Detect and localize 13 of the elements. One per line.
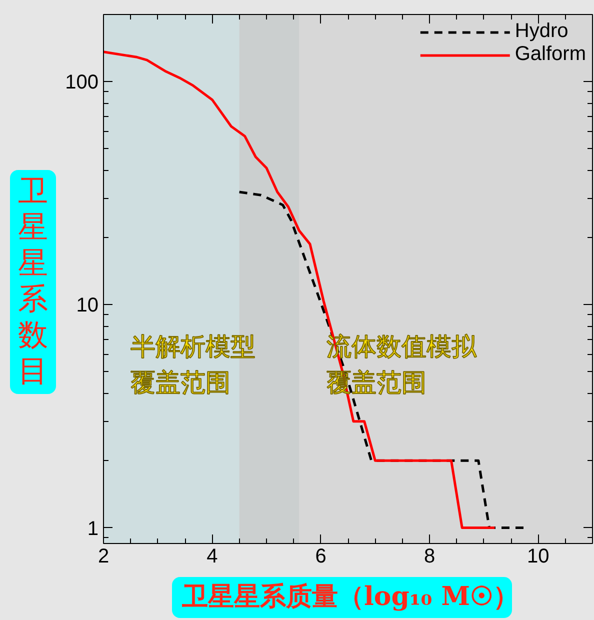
x-tick-label: 10 bbox=[527, 546, 550, 568]
band-label: 半解析模型覆盖范围 bbox=[130, 332, 256, 398]
x-tick-label: 8 bbox=[424, 546, 436, 568]
y-tick-label: 10 bbox=[76, 294, 99, 317]
x-tick-label: 4 bbox=[206, 546, 218, 568]
legend-label: Galform bbox=[514, 43, 586, 66]
x-tick-label: 6 bbox=[315, 546, 326, 568]
x-tick-label: 2 bbox=[98, 546, 110, 568]
y-tick-label: 100 bbox=[65, 72, 99, 94]
x-axis-title: 卫星星系质量（log₁₀ M☉） bbox=[181, 581, 520, 614]
y-tick-label: 1 bbox=[87, 518, 98, 540]
legend-label: Hydro bbox=[514, 20, 568, 43]
y-axis-title: 卫星星系数目 bbox=[10, 170, 56, 394]
